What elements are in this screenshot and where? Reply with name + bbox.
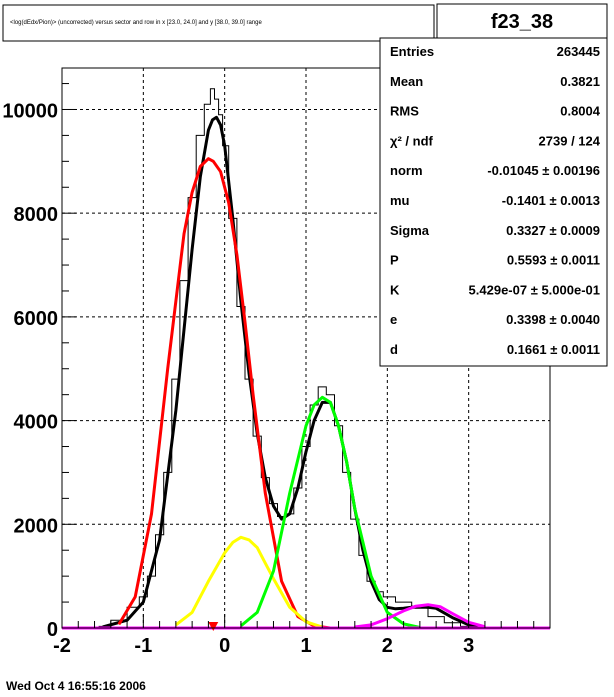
- stats-value: -0.1401 ± 0.0013: [502, 193, 600, 208]
- stats-value: 2739 / 124: [539, 133, 601, 148]
- stats-label: Entries: [390, 44, 434, 59]
- date-text: Wed Oct 4 16:55:16 2006: [6, 679, 146, 693]
- x-tick-labels: -2 -1 0 1 2 3: [53, 635, 474, 657]
- stats-value: 0.1661 ± 0.0011: [507, 342, 600, 357]
- stats-label: d: [390, 342, 398, 357]
- stats-box: [379, 37, 608, 367]
- stats-label: P: [390, 253, 399, 268]
- stats-label: e: [390, 312, 397, 327]
- mu-marker: [208, 622, 219, 631]
- x-tick-label: -1: [134, 635, 152, 657]
- stats-value: 263445: [557, 44, 600, 59]
- stats-name: f23_38: [491, 11, 553, 33]
- x-tick-label: 3: [463, 635, 474, 657]
- y-tick-label: 6000: [14, 308, 59, 330]
- series-line-1: [117, 157, 331, 630]
- stats-name-box: [436, 3, 608, 39]
- title-text: <log(dEdx/Pion)> (uncorrected) versus se…: [10, 20, 262, 26]
- y-tick-label: 4000: [14, 412, 59, 434]
- series-line-3: [239, 395, 421, 629]
- x-tick-label: 0: [219, 635, 230, 657]
- y-tick-label: 0: [47, 619, 58, 641]
- stats-value: 0.3327 ± 0.0009: [506, 223, 600, 238]
- stats-label: norm: [390, 163, 423, 178]
- stats-value: 0.5593 ± 0.0011: [507, 253, 600, 268]
- x-tick-label: 1: [300, 635, 311, 657]
- stats-label: K: [390, 282, 400, 297]
- stats-label: mu: [390, 193, 410, 208]
- stats-label: RMS: [390, 104, 419, 119]
- stats-value: -0.01045 ± 0.00196: [487, 163, 600, 178]
- stats-rows: Entries 263445 Mean 0.3821 RMS 0.8004 χ² / ndf…: [390, 44, 601, 357]
- y-tick-label: 10000: [2, 100, 58, 122]
- series-line-0: [102, 115, 486, 629]
- stats-label: Sigma: [390, 223, 430, 238]
- stats-value: 0.3821: [560, 74, 600, 89]
- stats-value: 0.8004: [560, 104, 601, 119]
- stats-value: 5.429e-07 ± 5.000e-01: [469, 282, 600, 297]
- title-box: [2, 4, 435, 42]
- stats-label: Mean: [390, 74, 423, 89]
- y-tick-labels: 0 2000 4000 6000 8000 10000: [2, 100, 58, 641]
- y-tick-label: 8000: [14, 204, 59, 226]
- y-tick-label: 2000: [14, 515, 59, 537]
- stats-value: 0.3398 ± 0.0040: [506, 312, 600, 327]
- stats-label: χ² / ndf: [390, 133, 434, 148]
- x-tick-label: -2: [53, 635, 71, 657]
- x-tick-label: 2: [382, 635, 393, 657]
- series-line-4: [354, 603, 486, 629]
- series-line-2: [174, 535, 323, 629]
- axes: [61, 68, 551, 629]
